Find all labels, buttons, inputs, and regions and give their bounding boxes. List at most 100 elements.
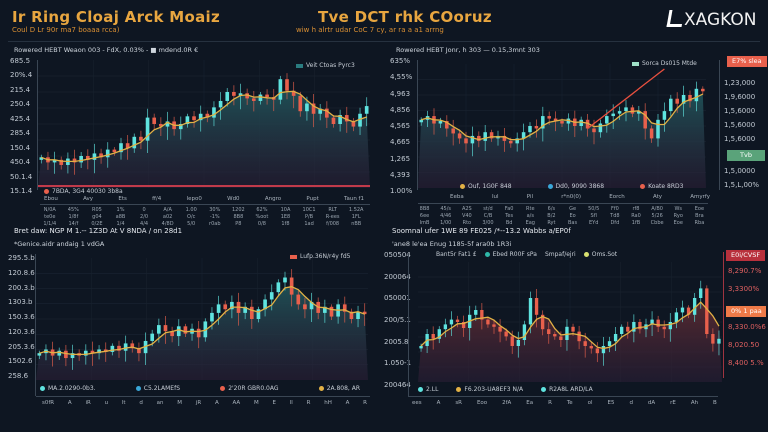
candle[interactable]: [263, 294, 267, 317]
candle[interactable]: [216, 295, 221, 325]
candle[interactable]: [212, 101, 216, 127]
candle[interactable]: [278, 75, 283, 105]
candle[interactable]: [298, 91, 303, 117]
candle[interactable]: [218, 92, 223, 120]
candle[interactable]: [498, 319, 502, 343]
candle[interactable]: [37, 350, 42, 360]
candle[interactable]: [705, 285, 709, 339]
candle[interactable]: [480, 303, 484, 330]
candle[interactable]: [470, 126, 475, 157]
chart4-plot[interactable]: [418, 262, 722, 382]
candle[interactable]: [419, 343, 423, 352]
candle[interactable]: [251, 90, 256, 112]
candle[interactable]: [196, 320, 201, 349]
candle[interactable]: [515, 132, 519, 152]
candle[interactable]: [451, 119, 455, 146]
candle[interactable]: [521, 123, 526, 151]
candle[interactable]: [449, 311, 454, 337]
candle[interactable]: [331, 115, 336, 128]
candle[interactable]: [238, 83, 243, 110]
candle[interactable]: [579, 116, 583, 131]
candle[interactable]: [601, 337, 606, 366]
chart3-plot[interactable]: [36, 258, 368, 380]
candle[interactable]: [717, 330, 721, 356]
candle[interactable]: [325, 101, 329, 129]
candle[interactable]: [656, 113, 660, 147]
candle[interactable]: [285, 73, 289, 100]
candle[interactable]: [662, 320, 666, 339]
candle[interactable]: [522, 320, 527, 346]
candle[interactable]: [445, 115, 449, 137]
candle[interactable]: [243, 302, 247, 320]
chart4-change-badge[interactable]: 0% 1 paa: [726, 306, 766, 317]
candle[interactable]: [323, 299, 327, 323]
candle[interactable]: [656, 315, 660, 332]
candle[interactable]: [362, 303, 367, 326]
candle[interactable]: [617, 106, 622, 120]
candle[interactable]: [711, 328, 715, 352]
candle[interactable]: [589, 342, 593, 354]
candle[interactable]: [178, 116, 183, 140]
chart4-price-badge[interactable]: E0i/CVSF: [726, 250, 766, 261]
candle[interactable]: [626, 321, 630, 339]
candle[interactable]: [674, 308, 679, 329]
candle[interactable]: [152, 113, 157, 130]
chart2-change-badge[interactable]: Tvb: [727, 150, 765, 161]
candle[interactable]: [265, 89, 269, 105]
candle[interactable]: [338, 109, 342, 132]
candle[interactable]: [437, 326, 441, 344]
candle[interactable]: [620, 324, 624, 338]
candle[interactable]: [329, 304, 334, 320]
candle[interactable]: [185, 113, 190, 128]
candle[interactable]: [461, 315, 466, 337]
candle[interactable]: [349, 308, 354, 324]
chart1-plot[interactable]: [38, 60, 370, 188]
candle[interactable]: [613, 327, 618, 351]
candle[interactable]: [607, 336, 612, 353]
candle[interactable]: [192, 110, 196, 128]
candle[interactable]: [276, 279, 281, 297]
candle[interactable]: [110, 343, 115, 356]
candle[interactable]: [492, 319, 496, 334]
candle[interactable]: [163, 316, 168, 344]
candle[interactable]: [249, 299, 254, 329]
candle[interactable]: [364, 97, 369, 127]
candle[interactable]: [598, 119, 603, 138]
candle[interactable]: [119, 137, 123, 160]
candle[interactable]: [540, 310, 545, 336]
candle[interactable]: [534, 289, 539, 328]
candle[interactable]: [701, 86, 705, 95]
candle[interactable]: [112, 147, 117, 156]
candle[interactable]: [52, 151, 57, 174]
candle[interactable]: [649, 125, 654, 143]
candle[interactable]: [486, 317, 490, 328]
candle[interactable]: [245, 88, 249, 105]
candle[interactable]: [637, 105, 641, 121]
candle[interactable]: [64, 344, 68, 367]
candle[interactable]: [358, 107, 362, 136]
candle[interactable]: [419, 117, 423, 126]
candle[interactable]: [225, 88, 230, 107]
candle[interactable]: [624, 100, 628, 122]
candle[interactable]: [125, 135, 130, 160]
candle[interactable]: [309, 292, 314, 322]
candle[interactable]: [59, 156, 64, 170]
candle[interactable]: [356, 305, 360, 328]
candle[interactable]: [232, 85, 236, 106]
candle[interactable]: [137, 342, 141, 362]
candle[interactable]: [457, 129, 462, 144]
candle[interactable]: [39, 154, 44, 164]
candle[interactable]: [662, 102, 667, 132]
candle[interactable]: [72, 149, 77, 175]
candle[interactable]: [638, 318, 642, 334]
candle[interactable]: [541, 106, 545, 142]
candle[interactable]: [489, 129, 494, 142]
candle[interactable]: [165, 111, 170, 140]
candle[interactable]: [291, 81, 296, 109]
candle[interactable]: [534, 119, 539, 138]
candle[interactable]: [585, 113, 590, 137]
candle[interactable]: [699, 280, 703, 309]
candle[interactable]: [139, 130, 143, 150]
candle[interactable]: [256, 306, 261, 323]
candle[interactable]: [694, 81, 699, 112]
